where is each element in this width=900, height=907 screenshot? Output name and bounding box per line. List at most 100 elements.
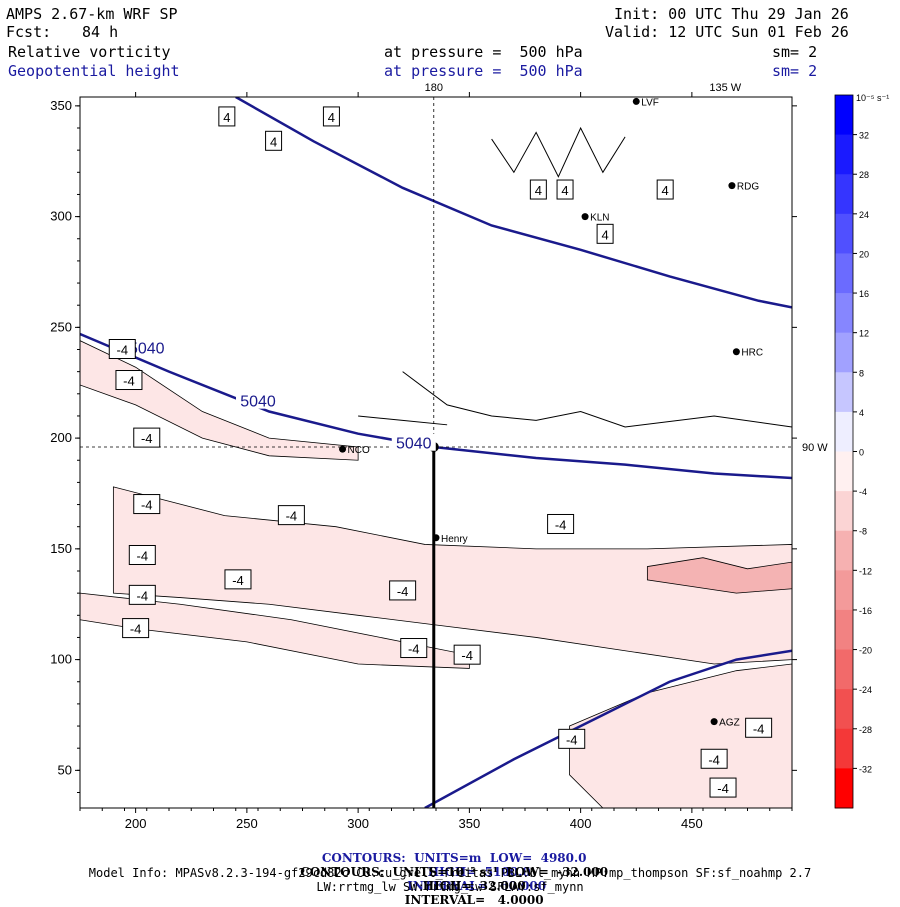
height-contour-units: CONTOURS: UNITS=m LOW= 4980.0 [321,851,587,865]
station-label: HRC [741,348,763,359]
vort-label-box [122,618,150,639]
colorbar-tick-label: -32 [859,764,872,774]
vort-label-box [709,777,737,798]
vort-contour-label: -4 [397,584,409,599]
vort-label-box [108,339,136,360]
vort-contour-label: -4 [232,573,244,588]
vort-contour-label: -4 [717,781,729,796]
colorbar-segment [835,213,853,254]
vort-contour-label: -4 [566,732,578,747]
station-label: LVF [641,97,659,108]
x-tick-label: 300 [347,816,369,831]
vort-contour-label: -4 [130,622,142,637]
init-time: Init: 00 UTC Thu 29 Jan 26 [614,5,849,23]
vort-contour-units: CONTOURS: UNITS=10⁻⁵ s⁻¹ LOW= -32.000 [300,865,609,879]
colorbar-segment [835,689,853,730]
vort-contour-0 [491,126,626,178]
vort-label-box [700,748,728,769]
vort-contour-label: -4 [753,721,765,736]
colorbar-tick-label: 16 [859,289,869,299]
colorbar-tick-label: 32 [859,131,869,141]
meridian-label: 90 W [802,442,828,454]
vort-contour-label: 4 [270,134,277,149]
field1-smoothing: sm= 2 [772,43,818,61]
vort-label-box [389,580,417,601]
model-info: Model Info: MPASv8.2.3-194-gf29cd82c CU:… [88,866,812,880]
vort-contour-label: -4 [123,374,135,389]
vort-label-box [556,179,574,200]
colorbar-tick-label: 28 [859,170,869,180]
vort-contour-high: HIGH= 32.000 [422,879,526,893]
height-contour-label: 5040 [396,436,432,453]
vort-contour-label: -4 [141,498,153,513]
vort-label-box [596,223,614,244]
vort-label-box [133,427,161,448]
vort-contour-label: -4 [137,548,149,563]
station-label: AGZ [719,718,740,729]
colorbar-tick-label: -4 [859,487,867,497]
vort-label-box [277,505,305,526]
height-label-bg [391,433,436,451]
vort-label-box [128,584,156,605]
vort-contour-label: -4 [408,642,420,657]
vort-label-box [558,728,586,749]
height-contour-high: HIGH= 5100.0 [427,865,531,879]
height-contour-label: 5040 [240,394,276,411]
height-contour-info: CONTOURS: UNITS=m LOW= 4980.0 HIGH= 5100… [0,837,900,893]
field2-name: Geopotential height [8,62,180,80]
colorbar-tick-label: -20 [859,646,872,656]
station-dot [339,445,347,453]
vort-label-box [656,179,674,200]
model-title: AMPS 2.67-km WRF SP [6,5,178,23]
y-tick-label: 350 [50,98,72,113]
height-contour-label: 5040 [129,341,165,358]
colorbar-tick-label: 0 [859,448,864,458]
height-contour-5100 [235,97,792,309]
colorbar-tick-label: 4 [859,408,864,418]
vort-label-box [400,638,428,659]
valid-time: Valid: 12 UTC Sun 01 Feb 26 [605,23,849,41]
colorbar-segment [835,649,853,690]
vort-contour-label: 4 [535,183,542,198]
station-dot [581,213,589,221]
colorbar-tick-label: 24 [859,210,869,220]
vort-contour-label: -4 [461,648,473,663]
vort-shade-0 [80,340,359,461]
x-tick-label: 450 [681,816,703,831]
vort-shade-strong [646,557,792,594]
vort-contour-label: -4 [137,588,149,603]
colorbar-segment [835,609,853,651]
colorbar-segment [835,411,853,452]
x-tick-label: 350 [459,816,481,831]
x-tick-label: 400 [570,816,592,831]
vort-label-box [745,717,773,738]
y-tick-label: 100 [50,652,72,667]
vort-contour-label: 4 [601,227,608,242]
colorbar-tick-label: -16 [859,606,872,616]
colorbar-segment [835,293,853,334]
vort-contour-label: -4 [286,509,298,524]
model-info-physics: LW:rrtmg_lw SW:rrtmg_sw SFLAY:sf_mynn [316,880,584,894]
vort-label-box [224,569,252,590]
colorbar-tick-label: 8 [859,368,864,378]
vort-contour-label: 4 [662,183,669,198]
vort-label-box [128,544,156,565]
vort-contour-label: -4 [708,752,720,767]
meridian-label: 180 [425,82,443,94]
colorbar-segment [835,332,853,373]
station-label: Henry [441,534,468,545]
station-dot [732,348,740,356]
vort-contour-label: 4 [223,110,230,125]
field2-smoothing: sm= 2 [772,62,818,80]
vort-contour-1 [402,371,792,428]
height-label-bg [236,391,280,409]
colorbar-segment [835,768,853,809]
vort-label-box [115,370,143,391]
colorbar-tick-label: -24 [859,685,872,695]
colorbar-tick-label: -8 [859,527,867,537]
colorbar-segment [835,134,853,175]
field1-level: at pressure = 500 hPa [384,43,583,61]
colorbar-segment [835,174,853,215]
station-dot [728,182,736,190]
